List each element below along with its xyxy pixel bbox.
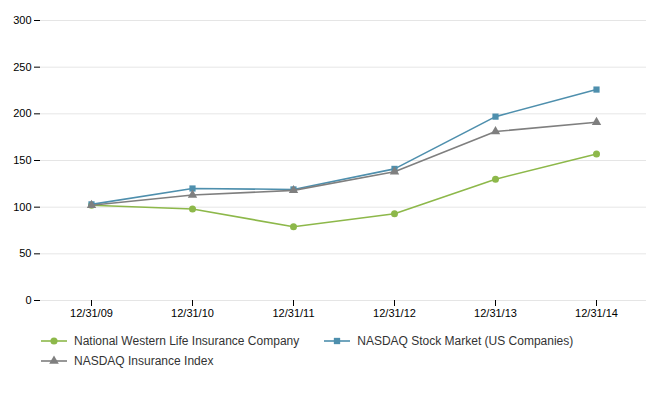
svg-text:0: 0 [25, 294, 31, 306]
svg-text:12/31/11: 12/31/11 [272, 307, 314, 319]
svg-text:100: 100 [13, 201, 31, 213]
svg-text:12/31/10: 12/31/10 [171, 307, 214, 319]
svg-text:12/31/13: 12/31/13 [474, 307, 517, 319]
svg-text:300: 300 [13, 14, 31, 26]
svg-text:12/31/09: 12/31/09 [70, 307, 113, 319]
svg-text:150: 150 [13, 154, 31, 166]
svg-text:12/31/14: 12/31/14 [575, 307, 618, 319]
svg-text:250: 250 [13, 61, 31, 73]
html-text:NASDAQ Stock Market (US Compan: NASDAQ Stock Market (US Companies) [357, 334, 574, 348]
html-text:National Western Life Insuranc: National Western Life Insurance Company [74, 334, 300, 348]
svg-text:12/31/12: 12/31/12 [373, 307, 416, 319]
html-text:NASDAQ Insurance Index: NASDAQ Insurance Index [74, 354, 214, 368]
svg-text:200: 200 [13, 107, 31, 119]
svg-text:50: 50 [19, 247, 31, 259]
